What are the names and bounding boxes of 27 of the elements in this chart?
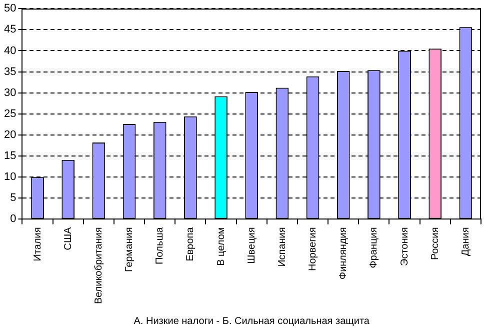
x-tick-label: США bbox=[62, 226, 74, 250]
x-tick-label: Европа bbox=[185, 226, 196, 262]
y-tick-label: 30 bbox=[4, 86, 16, 99]
y-tick-label: 10 bbox=[4, 171, 16, 184]
x-tick-label: Испания bbox=[276, 227, 288, 267]
x-tick-label: Россия bbox=[430, 227, 441, 260]
x-tick-label: Франция bbox=[368, 227, 380, 268]
x-tick-label: В целом bbox=[216, 227, 227, 266]
y-tick-label: 15 bbox=[4, 150, 16, 162]
y-tick-label: 40 bbox=[4, 44, 16, 57]
x-tick-label: Норвегия bbox=[308, 227, 319, 271]
y-tick-label: 50 bbox=[4, 2, 16, 15]
x-tick-label: Финляндия bbox=[338, 227, 350, 280]
x-axis-title: А. Низкие налоги - Б. Сильная социальная защита bbox=[134, 316, 370, 327]
x-tick-label: Германия bbox=[124, 227, 136, 272]
y-tick-label: 35 bbox=[4, 66, 16, 78]
y-tick-label: 0 bbox=[10, 213, 16, 226]
x-tick-label: Швеция bbox=[246, 227, 258, 264]
x-tick-label: Великобритания bbox=[93, 227, 104, 304]
x-tick-label: Дания bbox=[460, 227, 472, 256]
x-tick-label: Польша bbox=[154, 226, 166, 264]
y-tick-label: 25 bbox=[4, 108, 16, 120]
x-tick-label: Эстония bbox=[399, 227, 410, 266]
y-tick-label: 20 bbox=[4, 128, 16, 141]
y-tick-label: 5 bbox=[10, 192, 16, 204]
x-tick-label: Италия bbox=[32, 227, 44, 262]
y-tick-label: 45 bbox=[4, 24, 16, 36]
